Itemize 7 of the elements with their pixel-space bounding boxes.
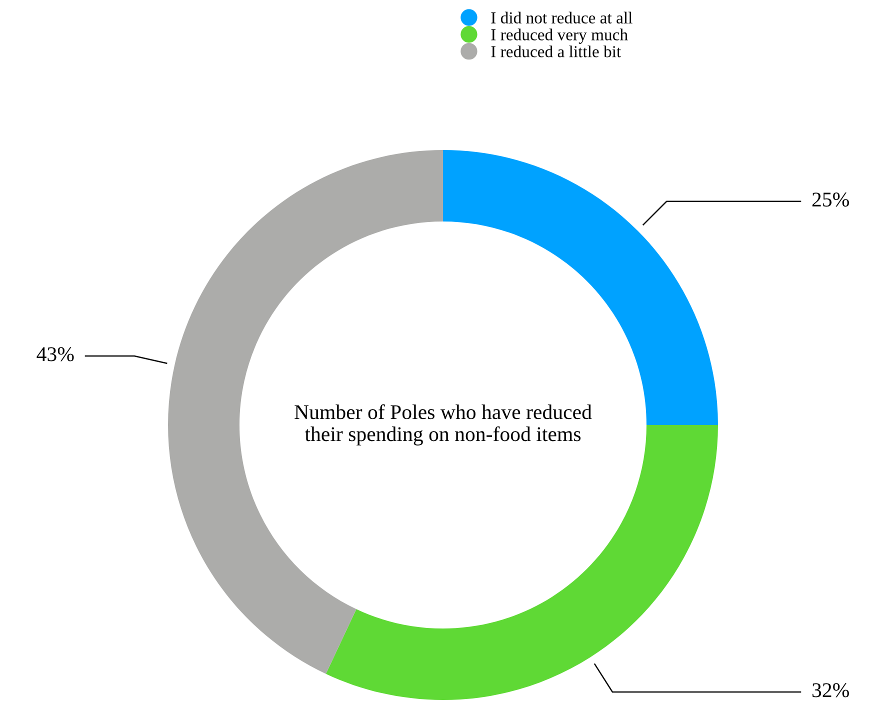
legend-label: I did not reduce at all xyxy=(491,12,632,24)
text: Number of Poles who have reduced their spending on non-food items xyxy=(294,404,592,446)
legend-label: I reduced very much xyxy=(491,28,628,44)
data-label: 25% xyxy=(812,192,849,207)
legend-label: I reduced a little bit xyxy=(491,46,622,58)
data-label: 43% xyxy=(36,347,74,362)
data-label: 32% xyxy=(812,683,849,698)
